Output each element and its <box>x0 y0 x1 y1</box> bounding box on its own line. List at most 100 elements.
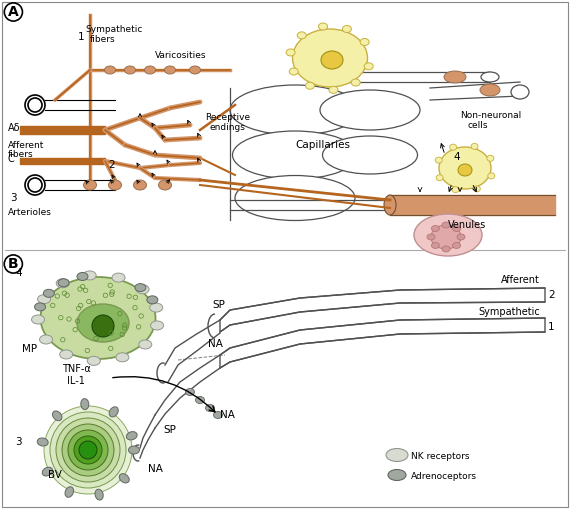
Ellipse shape <box>388 469 406 480</box>
Ellipse shape <box>116 353 129 362</box>
Circle shape <box>25 175 45 195</box>
Ellipse shape <box>60 350 73 359</box>
Ellipse shape <box>108 180 121 190</box>
Text: Adrenoceptors: Adrenoceptors <box>411 472 477 481</box>
Text: B: B <box>8 257 19 271</box>
Ellipse shape <box>435 157 442 163</box>
Ellipse shape <box>321 51 343 69</box>
Text: 1: 1 <box>548 322 555 332</box>
Ellipse shape <box>189 66 201 74</box>
Ellipse shape <box>87 356 100 365</box>
Ellipse shape <box>38 295 51 304</box>
Ellipse shape <box>488 173 495 179</box>
Text: BV: BV <box>48 470 62 480</box>
Text: 4: 4 <box>453 152 459 162</box>
Text: endings: endings <box>210 123 246 132</box>
Ellipse shape <box>119 474 129 483</box>
Polygon shape <box>220 288 545 332</box>
Text: Afferent: Afferent <box>501 275 540 285</box>
Ellipse shape <box>364 63 373 70</box>
Ellipse shape <box>128 446 140 454</box>
Text: Non-neuronal: Non-neuronal <box>460 111 521 120</box>
Ellipse shape <box>147 296 158 304</box>
Ellipse shape <box>150 303 162 312</box>
Ellipse shape <box>124 66 136 74</box>
Text: fibers: fibers <box>90 35 116 44</box>
Text: Sympathetic: Sympathetic <box>478 307 540 317</box>
Ellipse shape <box>235 176 355 220</box>
Ellipse shape <box>77 304 129 342</box>
Ellipse shape <box>442 246 450 252</box>
Text: Venules: Venules <box>448 220 486 230</box>
Ellipse shape <box>31 315 44 324</box>
Ellipse shape <box>431 225 439 232</box>
Ellipse shape <box>473 186 481 192</box>
Ellipse shape <box>487 155 494 161</box>
Ellipse shape <box>453 242 461 248</box>
Ellipse shape <box>42 467 52 476</box>
Ellipse shape <box>127 432 137 440</box>
Ellipse shape <box>39 335 52 344</box>
Circle shape <box>92 315 114 337</box>
Text: TNF-α: TNF-α <box>62 364 91 374</box>
Ellipse shape <box>40 277 156 359</box>
Ellipse shape <box>442 222 450 228</box>
Circle shape <box>62 424 114 476</box>
Ellipse shape <box>306 82 315 89</box>
Ellipse shape <box>112 273 125 282</box>
Text: SP: SP <box>212 300 225 310</box>
Ellipse shape <box>77 272 88 280</box>
Ellipse shape <box>384 195 396 215</box>
Text: IL-1: IL-1 <box>67 376 85 386</box>
Ellipse shape <box>109 407 118 417</box>
Ellipse shape <box>431 225 461 249</box>
Ellipse shape <box>136 285 149 294</box>
Circle shape <box>56 418 120 482</box>
Ellipse shape <box>104 66 116 74</box>
Text: NK receptors: NK receptors <box>411 452 470 461</box>
Text: NA: NA <box>220 410 235 420</box>
Text: 1: 1 <box>78 32 84 42</box>
Text: 4: 4 <box>15 268 22 278</box>
Circle shape <box>50 412 126 488</box>
Ellipse shape <box>139 340 152 349</box>
Ellipse shape <box>37 438 48 446</box>
Circle shape <box>25 95 45 115</box>
Ellipse shape <box>436 175 443 181</box>
Ellipse shape <box>351 79 360 86</box>
Ellipse shape <box>145 66 156 74</box>
Ellipse shape <box>65 487 74 497</box>
Circle shape <box>44 406 132 494</box>
Text: cells: cells <box>468 121 488 130</box>
Ellipse shape <box>458 164 472 176</box>
Text: Arterioles: Arterioles <box>8 208 52 217</box>
Ellipse shape <box>414 214 482 256</box>
Circle shape <box>74 436 102 464</box>
Text: MP: MP <box>22 344 37 354</box>
Ellipse shape <box>319 23 328 30</box>
Ellipse shape <box>511 85 529 99</box>
Text: A: A <box>8 5 19 19</box>
Ellipse shape <box>427 234 435 240</box>
Text: SP: SP <box>163 425 176 435</box>
Text: Sympathetic: Sympathetic <box>85 25 142 34</box>
Ellipse shape <box>230 85 360 135</box>
Text: 3: 3 <box>15 437 22 447</box>
Text: 2: 2 <box>108 160 115 170</box>
Ellipse shape <box>457 234 465 240</box>
Ellipse shape <box>83 271 96 280</box>
Ellipse shape <box>133 180 146 190</box>
Ellipse shape <box>439 147 491 189</box>
Ellipse shape <box>81 399 89 410</box>
Text: Receptive: Receptive <box>205 113 250 122</box>
Circle shape <box>28 178 42 192</box>
Ellipse shape <box>471 144 478 149</box>
Ellipse shape <box>52 411 62 421</box>
Ellipse shape <box>214 411 222 418</box>
Ellipse shape <box>150 321 164 330</box>
Circle shape <box>68 430 108 470</box>
Text: NA: NA <box>208 339 223 349</box>
Ellipse shape <box>452 187 459 192</box>
Text: 3: 3 <box>10 193 17 203</box>
Ellipse shape <box>360 39 369 45</box>
